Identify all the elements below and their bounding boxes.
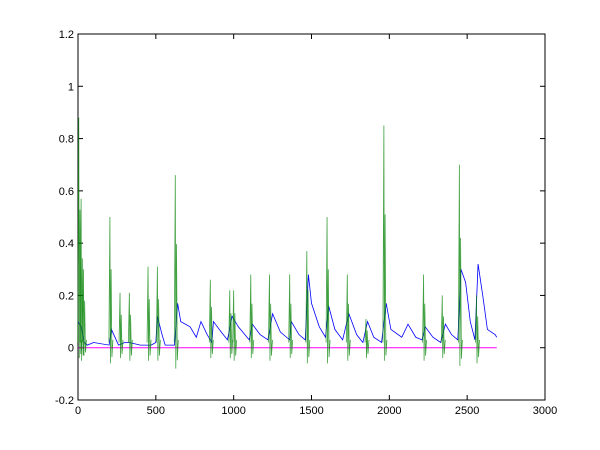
green-spike	[288, 274, 294, 359]
y-tick-label: 0.4	[59, 238, 74, 250]
green-spike	[249, 274, 255, 359]
y-tick-label: 0.2	[59, 290, 74, 302]
green-spike	[422, 274, 427, 361]
x-tick-label: 1500	[299, 405, 323, 417]
y-tick-label: 1.2	[59, 29, 74, 41]
green-spike	[108, 216, 114, 364]
green-spike	[457, 164, 463, 367]
green-spike	[118, 292, 124, 359]
x-tick-label: 500	[147, 405, 165, 417]
green-spike	[146, 266, 152, 361]
green-spike	[155, 266, 161, 361]
green-spike	[325, 216, 331, 364]
x-tick-label: 0	[75, 405, 81, 417]
green-spike	[232, 290, 238, 361]
green-spike	[475, 295, 480, 364]
green-spike	[82, 269, 87, 356]
green-spike	[208, 279, 214, 359]
y-tick-label: -0.2	[55, 395, 74, 407]
green-spike	[268, 274, 273, 361]
x-tick-label: 1000	[221, 405, 245, 417]
x-tick-label: 2500	[455, 405, 479, 417]
x-tick-label: 2000	[377, 405, 401, 417]
green-spike	[127, 292, 133, 361]
green-spike	[345, 274, 351, 361]
green-spike	[364, 318, 370, 359]
green-spike	[173, 175, 179, 369]
green-spike	[382, 125, 388, 361]
y-tick-label: 0	[68, 343, 74, 355]
green-spike	[440, 295, 446, 359]
y-tick-label: 1	[68, 81, 74, 93]
green-spike	[79, 198, 85, 361]
x-tick-label: 3000	[533, 405, 557, 417]
green-spike	[305, 250, 311, 364]
y-tick-label: 0.6	[59, 186, 74, 198]
green-spike	[77, 117, 83, 359]
y-tick-label: 0.8	[59, 134, 74, 146]
green-spike	[228, 290, 234, 359]
